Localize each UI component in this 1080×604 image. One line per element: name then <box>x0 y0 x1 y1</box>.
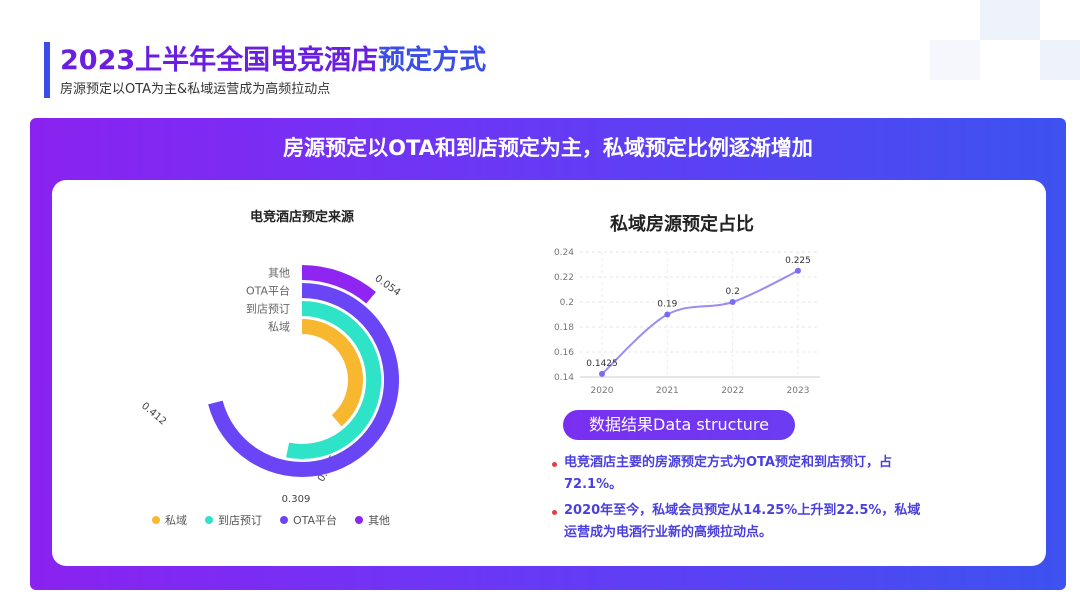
legend-label: 到店预订 <box>218 514 262 527</box>
y-tick-label: 0.2 <box>560 298 574 308</box>
bullet-item: 电竞酒店主要的房源预定方式为OTA预定和到店预订，占72.1%。 <box>552 452 922 496</box>
data-point <box>599 370 605 377</box>
ring-value-label: 0.412 <box>139 401 168 428</box>
y-tick-label: 0.14 <box>554 373 574 383</box>
ring-value-label: 0.309 <box>282 494 311 505</box>
arc-其他 <box>301 265 376 304</box>
legend-swatch <box>355 516 364 524</box>
arc-到店预订 <box>286 300 382 459</box>
y-tick-label: 0.22 <box>554 273 574 283</box>
bullet-list: 电竞酒店主要的房源预定方式为OTA预定和到店预订，占72.1%。 2020年至今… <box>552 452 922 548</box>
legend-item: 其他 <box>355 512 390 528</box>
y-tick-label: 0.18 <box>554 323 574 333</box>
page-title: 2023上半年全国电竞酒店预定方式 <box>60 45 487 76</box>
bullet-dot-icon <box>552 462 557 467</box>
legend-label: 其他 <box>368 514 391 527</box>
ring-category-label: 其他 <box>268 267 290 280</box>
legend-item: OTA平台 <box>280 512 337 528</box>
donut-legend: 私域 到店预订 OTA平台 其他 <box>152 512 390 528</box>
data-label: 0.2 <box>726 287 740 297</box>
x-tick-label: 2020 <box>591 386 614 396</box>
arc-OTA平台 <box>208 283 400 477</box>
data-structure-badge: 数据结果Data structure <box>563 410 795 440</box>
x-tick-label: 2022 <box>721 386 744 396</box>
ring-category-label: 私域 <box>268 321 290 334</box>
title-accent-bar <box>44 42 50 98</box>
line-chart: 0.14 0.16 0.18 0.2 0.22 0.24 2020 2021 2022 2023 0… <box>554 248 820 396</box>
legend-item: 私域 <box>152 512 187 528</box>
data-label: 0.19 <box>657 300 677 310</box>
data-point <box>664 311 671 318</box>
content-card: 电竞酒店预定来源 私域 0.225 到店预订 0.309 OTA平台 0.412 其他 0.0… <box>52 180 1046 566</box>
legend-label: OTA平台 <box>293 514 338 527</box>
ring-value-label: 0.054 <box>373 273 403 298</box>
x-tick-label: 2021 <box>656 386 679 396</box>
legend-label: 私域 <box>165 514 187 527</box>
data-label: 0.1425 <box>586 359 618 369</box>
data-point <box>795 267 801 274</box>
line-chart-title: 私域房源预定占比 <box>610 214 754 235</box>
ring-category-label: 到店预订 <box>246 302 290 316</box>
series-line <box>601 269 799 375</box>
legend-swatch <box>152 516 160 524</box>
panel-title: 房源预定以OTA和到店预定为主，私域预定比例逐渐增加 <box>283 136 813 160</box>
bullet-item: 2020年至今，私域会员预定从14.25%上升到22.5%，私域运营成为电酒行业… <box>552 500 922 544</box>
bullet-dot-icon <box>552 510 557 515</box>
x-tick-label: 2023 <box>787 386 810 396</box>
data-label: 0.225 <box>785 256 811 266</box>
arc-私域 <box>301 319 363 427</box>
ring-category-label: OTA平台 <box>246 284 290 298</box>
page-subtitle: 房源预定以OTA为主&私域运营成为高频拉动点 <box>60 82 331 97</box>
legend-item: 到店预订 <box>205 512 262 528</box>
donut-chart-title: 电竞酒店预定来源 <box>249 210 354 225</box>
content-panel: 房源预定以OTA和到店预定为主，私域预定比例逐渐增加 电竞酒店预定来源 私域 0.… <box>30 118 1066 590</box>
background-tiles <box>860 0 1080 110</box>
legend-swatch <box>205 516 213 524</box>
y-tick-label: 0.24 <box>554 248 574 258</box>
legend-swatch <box>280 516 288 524</box>
y-tick-label: 0.16 <box>554 348 574 358</box>
data-point <box>729 299 736 305</box>
